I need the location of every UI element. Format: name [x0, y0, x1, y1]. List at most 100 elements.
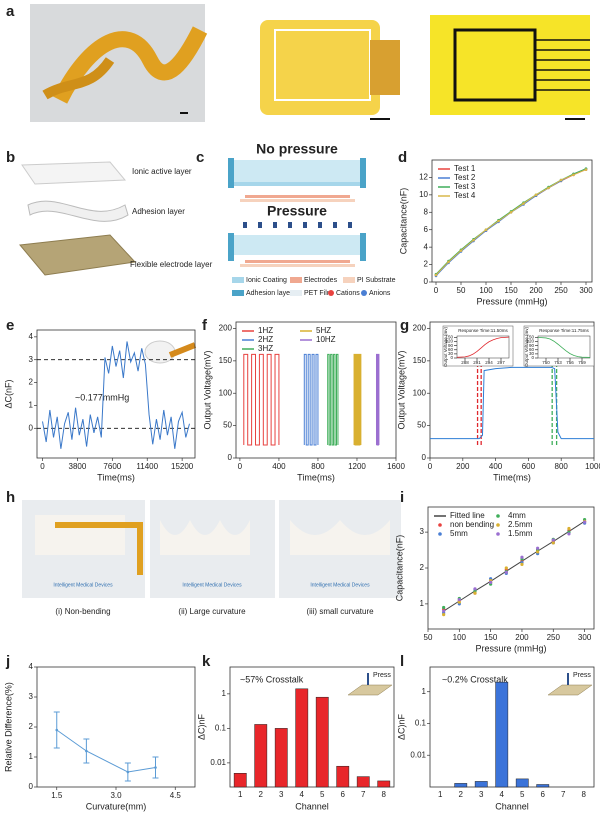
x-tick-label: 4 — [500, 790, 505, 799]
x-tick-label: 15200 — [171, 462, 194, 471]
x-tick-label: 50 — [424, 633, 433, 642]
x-tick-label: 150 — [504, 286, 518, 295]
x-tick-label: 3 — [279, 790, 284, 799]
inset-label: Press — [373, 672, 391, 679]
x-axis-label: Channel — [495, 801, 529, 811]
y-tick-label: 100 — [413, 388, 427, 397]
plot-frame — [36, 666, 196, 788]
data-point — [473, 587, 477, 591]
x-axis-label: Pressure (mmHg) — [475, 643, 546, 653]
legend-marker — [496, 532, 500, 536]
x-tick-label: 8 — [582, 790, 587, 799]
panel-label: h — [6, 489, 15, 506]
plot-frame — [537, 335, 591, 359]
y-tick-label: 10 — [419, 190, 428, 199]
y-tick-label: 1 — [422, 687, 427, 696]
panel-label: k — [202, 653, 211, 670]
panel-label: a — [6, 3, 15, 20]
x-tick-label: 0 — [40, 462, 45, 471]
x-axis-label: Pressure (mmHg) — [476, 296, 547, 306]
x-tick-label: 5 — [520, 790, 525, 799]
plot-frame — [431, 159, 593, 283]
bar — [377, 780, 391, 788]
y-axis-label: ΔC(nF) — [3, 379, 13, 408]
y-axis-label: ΔC)nF — [396, 713, 406, 740]
photo-e — [144, 340, 197, 364]
layer-label: Adhesion layer — [132, 207, 185, 216]
x-tick-label: 750 — [542, 360, 550, 365]
plot-frame — [235, 321, 397, 459]
x-tick-label: 7 — [361, 790, 366, 799]
x-tick-label: 300 — [578, 633, 592, 642]
data-point — [572, 173, 575, 177]
panel-label: j — [5, 653, 10, 670]
x-tick-label: 250 — [547, 633, 561, 642]
x-tick-label: 11400 — [136, 462, 158, 471]
y-tick-label: 2 — [424, 260, 429, 269]
data-point — [459, 249, 463, 252]
legend-label: Electrodes — [304, 277, 338, 284]
x-tick-label: 3.0 — [110, 791, 122, 800]
y-tick-label: 2 — [29, 378, 34, 387]
data-point — [442, 605, 446, 610]
x-tick-label: 6 — [541, 790, 546, 799]
inset-title: Response Time:11.50ms — [458, 328, 508, 333]
y-tick-label: 90 — [448, 343, 454, 348]
legend-label: 2HZ — [258, 335, 273, 344]
y-axis-label: Capacitance(nF) — [394, 535, 404, 602]
bar — [515, 778, 529, 788]
x-tick-label: 2 — [259, 790, 264, 799]
x-axis-label: Time(ms) — [493, 472, 531, 482]
x-tick-label: 800 — [311, 462, 325, 471]
photo-a — [30, 4, 590, 122]
legend-marker — [438, 532, 442, 536]
x-tick-label: 100 — [453, 633, 467, 642]
x-tick-label: 3 — [479, 790, 484, 799]
data-point — [551, 538, 555, 542]
y-tick-label: 0.1 — [415, 719, 427, 728]
y-tick-label: 0 — [531, 355, 534, 360]
x-tick-label: 7 — [561, 790, 566, 799]
y-tick-label: 0 — [424, 277, 429, 286]
legend-label: Test 1 — [454, 164, 476, 173]
annotation: ~57% Crosstalk — [240, 674, 304, 684]
data-point — [457, 600, 461, 604]
y-axis-label: Output Voltage (mv) — [524, 326, 529, 367]
series-line — [42, 341, 190, 449]
x-tick-label: 5 — [320, 790, 325, 799]
y-tick-label: 8 — [424, 207, 429, 216]
series-line — [353, 353, 362, 446]
data-point — [509, 210, 513, 214]
data-point — [520, 555, 524, 559]
bar — [495, 681, 509, 788]
panel-label: i — [400, 489, 404, 506]
plot-frame — [229, 666, 395, 788]
y-tick-label: 0 — [228, 453, 233, 462]
data-point — [547, 186, 550, 190]
legend-marker — [496, 523, 500, 527]
y-tick-label: 1 — [29, 752, 34, 761]
x-tick-label: 1 — [238, 790, 243, 799]
y-tick-label: 60 — [448, 347, 454, 352]
x-tick-label: 300 — [579, 286, 593, 295]
y-tick-label: 0.01 — [210, 758, 226, 767]
y-tick-label: 150 — [413, 356, 427, 365]
data-point — [536, 546, 540, 550]
y-tick-label: 0 — [29, 782, 34, 791]
legend-label: PI Substrate — [357, 277, 396, 284]
series-line — [537, 336, 591, 358]
y-tick-label: 0 — [422, 453, 427, 462]
x-tick-label: 800 — [555, 462, 569, 471]
data-point — [434, 273, 438, 277]
data-point — [484, 228, 488, 232]
legend-label: Adhesion layer — [246, 290, 293, 297]
caption: (ii) Large curvature — [178, 607, 246, 616]
error-bar — [83, 738, 90, 764]
x-tick-label: 250 — [554, 286, 568, 295]
y-tick-label: 90 — [529, 343, 535, 348]
legend-label: 1HZ — [258, 326, 273, 335]
inset-device — [547, 684, 593, 696]
logo-text: Intelligent Medical Devices — [182, 582, 242, 588]
annotation: ~0.177mmHg — [75, 392, 129, 402]
x-tick-label: 0 — [238, 462, 243, 471]
